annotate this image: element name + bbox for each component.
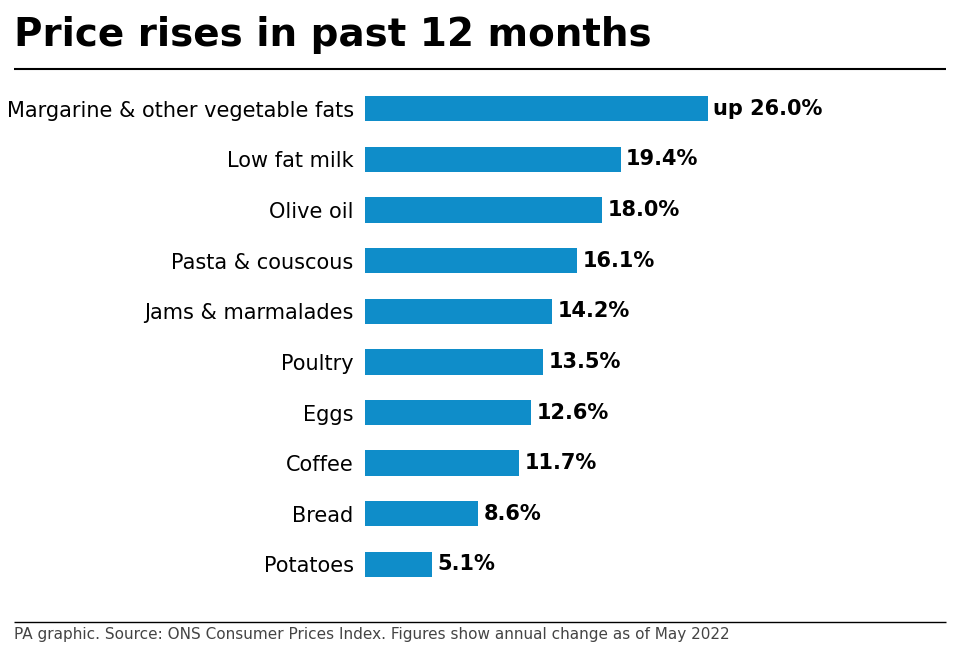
Bar xyxy=(365,400,531,425)
Bar xyxy=(365,501,478,527)
Text: 14.2%: 14.2% xyxy=(558,301,630,321)
Text: 13.5%: 13.5% xyxy=(548,352,621,372)
Bar xyxy=(365,96,708,121)
Text: 8.6%: 8.6% xyxy=(484,504,541,524)
Bar xyxy=(365,248,577,273)
Bar xyxy=(365,349,543,375)
Text: 12.6%: 12.6% xyxy=(537,403,609,422)
Text: Price rises in past 12 months: Price rises in past 12 months xyxy=(14,16,652,55)
Bar xyxy=(365,552,432,577)
Text: 19.4%: 19.4% xyxy=(626,149,699,170)
Text: 18.0%: 18.0% xyxy=(608,200,680,220)
Bar xyxy=(365,197,603,222)
Text: up 26.0%: up 26.0% xyxy=(713,99,823,119)
Bar xyxy=(365,451,519,476)
Text: 11.7%: 11.7% xyxy=(524,453,597,473)
Text: PA graphic. Source: ONS Consumer Prices Index. Figures show annual change as of : PA graphic. Source: ONS Consumer Prices … xyxy=(14,627,730,642)
Bar xyxy=(365,298,552,324)
Text: 5.1%: 5.1% xyxy=(438,554,495,574)
Text: 16.1%: 16.1% xyxy=(583,251,655,271)
Bar xyxy=(365,147,621,172)
